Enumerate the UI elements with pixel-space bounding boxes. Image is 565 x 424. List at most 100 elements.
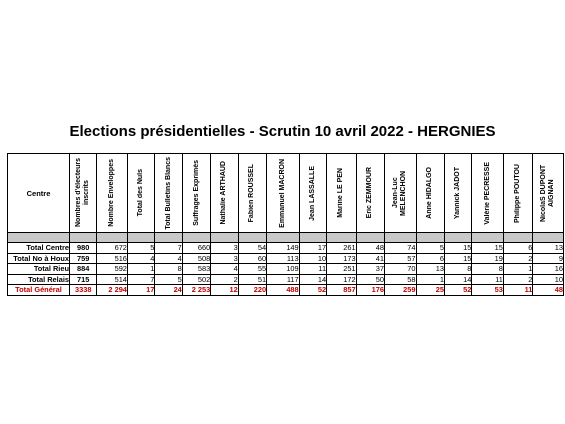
table-cell: 1 bbox=[502, 263, 534, 275]
table-cell: 3338 bbox=[68, 284, 98, 296]
table-cell: 508 bbox=[181, 252, 212, 264]
header-row: Centre Nombres d'électeurs inscrits Nomb… bbox=[7, 153, 564, 233]
table-cell: 261 bbox=[326, 242, 357, 254]
table-cell: 58 bbox=[384, 273, 417, 285]
table-cell: 15 bbox=[443, 252, 473, 264]
table-cell: 15 bbox=[471, 242, 504, 254]
table-cell: 7 bbox=[154, 242, 183, 254]
table-cell: 55 bbox=[237, 263, 268, 275]
table-cell: 14 bbox=[298, 273, 328, 285]
table-cell: 173 bbox=[326, 252, 357, 264]
table-cell: 52 bbox=[298, 284, 328, 296]
header-blancs: Total Bulletins Blancs bbox=[154, 153, 183, 233]
table-cell: 74 bbox=[384, 242, 417, 254]
table-cell: 176 bbox=[355, 284, 386, 296]
table-cell: 251 bbox=[326, 263, 357, 275]
table-cell: 172 bbox=[326, 273, 357, 285]
row-label: Total Relais bbox=[7, 273, 70, 285]
table-cell: 12 bbox=[210, 284, 239, 296]
table-cell: 50 bbox=[355, 273, 386, 285]
table-cell: 10 bbox=[298, 252, 328, 264]
table-cell: 53 bbox=[471, 284, 504, 296]
table-cell: 583 bbox=[181, 263, 212, 275]
table-cell: 2 bbox=[502, 252, 534, 264]
table-cell: 5 bbox=[415, 242, 445, 254]
table-cell: 980 bbox=[68, 242, 98, 254]
table-cell: 8 bbox=[471, 263, 504, 275]
table-cell: 5 bbox=[154, 273, 183, 285]
table-cell: 672 bbox=[96, 242, 128, 254]
table-cell: 10 bbox=[532, 273, 564, 285]
table-cell: 149 bbox=[266, 242, 300, 254]
header-hidalgo: Anne HIDALGO bbox=[415, 153, 445, 233]
table-cell: 6 bbox=[502, 242, 534, 254]
table-cell: 488 bbox=[266, 284, 300, 296]
table-cell: 884 bbox=[68, 263, 98, 275]
table-cell: 1 bbox=[126, 263, 156, 275]
table-cell: 48 bbox=[532, 284, 564, 296]
table-cell: 2 294 bbox=[96, 284, 128, 296]
table-cell: 11 bbox=[502, 284, 534, 296]
table-cell: 19 bbox=[471, 252, 504, 264]
header-exprimes: Suffrages Exprimés bbox=[181, 153, 212, 233]
table-cell: 11 bbox=[471, 273, 504, 285]
table-cell: 1 bbox=[415, 273, 445, 285]
header-nuls: Total des Nuls bbox=[126, 153, 156, 233]
table-cell: 220 bbox=[237, 284, 268, 296]
table-cell: 502 bbox=[181, 273, 212, 285]
table-cell: 13 bbox=[415, 263, 445, 275]
table-cell: 51 bbox=[237, 273, 268, 285]
table-cell: 7 bbox=[126, 273, 156, 285]
header-arthaud: Nathalie ARTHAUD bbox=[210, 153, 239, 233]
row-label: Total No à Houx bbox=[7, 252, 70, 264]
table-cell: 109 bbox=[266, 263, 300, 275]
table-cell: 14 bbox=[443, 273, 473, 285]
table-cell: 3 bbox=[210, 242, 239, 254]
table-cell: 117 bbox=[266, 273, 300, 285]
header-lassalle: Jean LASSALLE bbox=[298, 153, 328, 233]
table-cell: 15 bbox=[443, 242, 473, 254]
separator-row bbox=[7, 232, 564, 243]
table-cell: 37 bbox=[355, 263, 386, 275]
table-row: Total Centre 980 672 5 7 660 3 54 149 17 261 48 74 5 1… bbox=[7, 242, 564, 254]
header-poutou: Philippe POUTOU bbox=[502, 153, 534, 233]
table-cell: 516 bbox=[96, 252, 128, 264]
table-cell: 113 bbox=[266, 252, 300, 264]
table-cell: 17 bbox=[298, 242, 328, 254]
header-melenchon: Jean-Luc MELENCHON bbox=[384, 153, 417, 233]
results-table: Centre Nombres d'électeurs inscrits Nomb… bbox=[7, 153, 564, 296]
table-cell: 715 bbox=[68, 273, 98, 285]
table-cell: 660 bbox=[181, 242, 212, 254]
table-cell: 5 bbox=[126, 242, 156, 254]
table-cell: 52 bbox=[443, 284, 473, 296]
table-cell: 24 bbox=[154, 284, 183, 296]
total-row: Total Général 3338 2 294 17 24 2 253 12 220 488 5… bbox=[7, 284, 564, 296]
table-cell: 57 bbox=[384, 252, 417, 264]
header-jadot: Yannick JADOT bbox=[443, 153, 473, 233]
table-cell: 2 bbox=[502, 273, 534, 285]
row-label: Total Général bbox=[7, 284, 70, 296]
table-cell: 3 bbox=[210, 252, 239, 264]
row-label: Total Rieu bbox=[7, 263, 70, 275]
table-cell: 11 bbox=[298, 263, 328, 275]
header-inscrits: Nombres d'électeurs inscrits bbox=[68, 153, 98, 233]
table-cell: 16 bbox=[532, 263, 564, 275]
row-label: Total Centre bbox=[7, 242, 70, 254]
table-cell: 514 bbox=[96, 273, 128, 285]
page-title: Elections présidentielles - Scrutin 10 a… bbox=[69, 123, 496, 140]
header-dupont-aignan: NicolaS DUPONT AIGNAN bbox=[532, 153, 564, 233]
table-cell: 259 bbox=[384, 284, 417, 296]
table-cell: 60 bbox=[237, 252, 268, 264]
header-enveloppes: Nombre Enveloppes bbox=[96, 153, 128, 233]
header-roussel: Fabien ROUSSEL bbox=[237, 153, 268, 233]
table-cell: 8 bbox=[154, 263, 183, 275]
table-cell: 41 bbox=[355, 252, 386, 264]
table-cell: 2 253 bbox=[181, 284, 212, 296]
header-pecresse: Valérie PECRESSE bbox=[471, 153, 504, 233]
table-row: Total No à Houx 759 516 4 4 508 3 60 113 10 173 41 5… bbox=[7, 252, 564, 264]
table-cell: 9 bbox=[532, 252, 564, 264]
table-cell: 4 bbox=[210, 263, 239, 275]
header-zemmour: Eric ZEMMOUR bbox=[355, 153, 386, 233]
table-cell: 25 bbox=[415, 284, 445, 296]
table-cell: 4 bbox=[154, 252, 183, 264]
